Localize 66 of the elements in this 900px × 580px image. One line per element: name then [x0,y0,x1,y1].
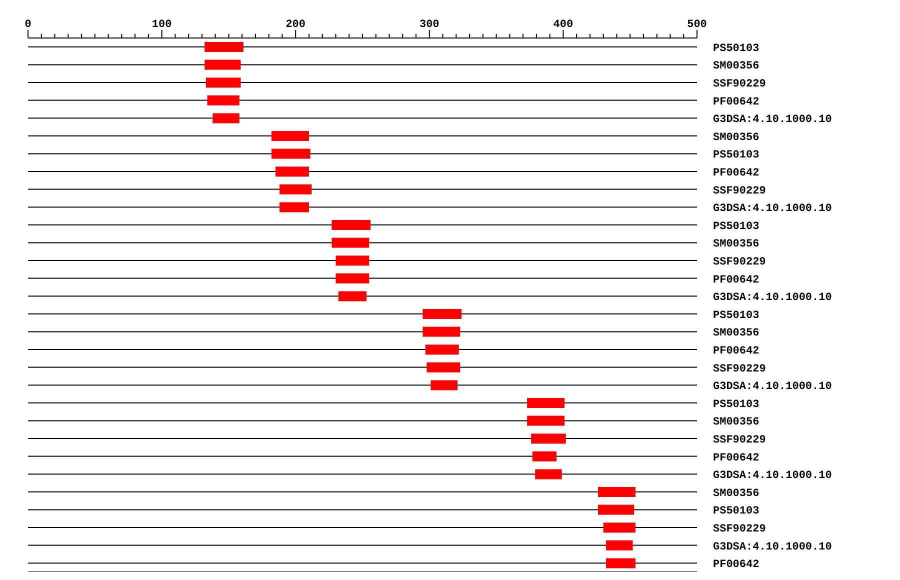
bar [527,416,565,426]
x-tick-label: 500 [687,19,707,31]
y-tick-label: SSF90229 [713,524,766,536]
y-tick-label: PF00642 [713,559,760,572]
bar [426,362,460,372]
y-tick-label: SM00356 [713,132,760,144]
y-tick-label: PS50103 [713,150,760,162]
bar [606,558,636,568]
x-tick-label: 0 [24,19,32,31]
bar [338,291,367,302]
x-tick-label: 400 [553,19,574,31]
bar [204,42,244,52]
bar [272,148,310,159]
bar [280,184,312,194]
bar [276,166,309,177]
y-tick-label: SM00356 [713,488,760,500]
y-tick-label: PF00642 [713,346,760,358]
y-tick-label: SSF90229 [713,78,766,90]
y-tick-label: SSF90229 [713,434,766,446]
y-tick-label: PS50103 [713,220,760,233]
y-tick-label: G3DSA:4.10.1000.10 [713,114,832,126]
bar [280,202,309,212]
x-tick-label: 300 [419,19,440,31]
bar [532,451,557,462]
bar [332,238,370,248]
bar [336,256,370,266]
y-tick-label: G3DSA:4.10.1000.10 [713,381,832,394]
y-tick-label: PS50103 [713,310,760,322]
y-tick-label: SSF90229 [713,363,766,376]
y-tick-label: SM00356 [713,416,760,429]
y-tick-label: PS50103 [713,42,760,55]
bar [535,469,562,480]
bar [212,113,240,124]
bar [598,504,634,515]
y-tick-label: SM00356 [713,238,760,251]
bar [336,273,370,284]
bar [430,380,458,390]
x-tick-label: 100 [152,19,172,31]
bar [531,434,566,444]
bar [606,540,633,550]
y-tick-label: PS50103 [713,398,760,411]
bar [425,344,459,355]
bar [422,309,462,319]
bar [603,522,636,533]
y-tick-label: SSF90229 [713,256,766,268]
bar [527,398,565,408]
y-tick-label: PF00642 [713,274,760,286]
y-tick-label: SM00356 [713,60,760,73]
bar [204,60,241,70]
bar [206,78,241,88]
y-tick-label: G3DSA:4.10.1000.10 [713,541,832,554]
bar [422,326,460,337]
bar [207,95,240,106]
y-tick-label: PF00642 [713,168,760,180]
y-tick-label: G3DSA:4.10.1000.10 [713,203,832,216]
x-tick-label: 200 [286,19,306,31]
y-tick-label: G3DSA:4.10.1000.10 [713,470,832,482]
y-tick-label: PF00642 [713,452,760,464]
y-tick-label: PF00642 [713,96,760,108]
bar [332,220,371,230]
y-tick-label: SSF90229 [713,185,766,198]
y-tick-label: PS50103 [713,506,760,518]
bar [598,487,636,497]
bar [272,131,309,141]
y-tick-label: SM00356 [713,328,760,340]
y-tick-label: G3DSA:4.10.1000.10 [713,292,832,304]
